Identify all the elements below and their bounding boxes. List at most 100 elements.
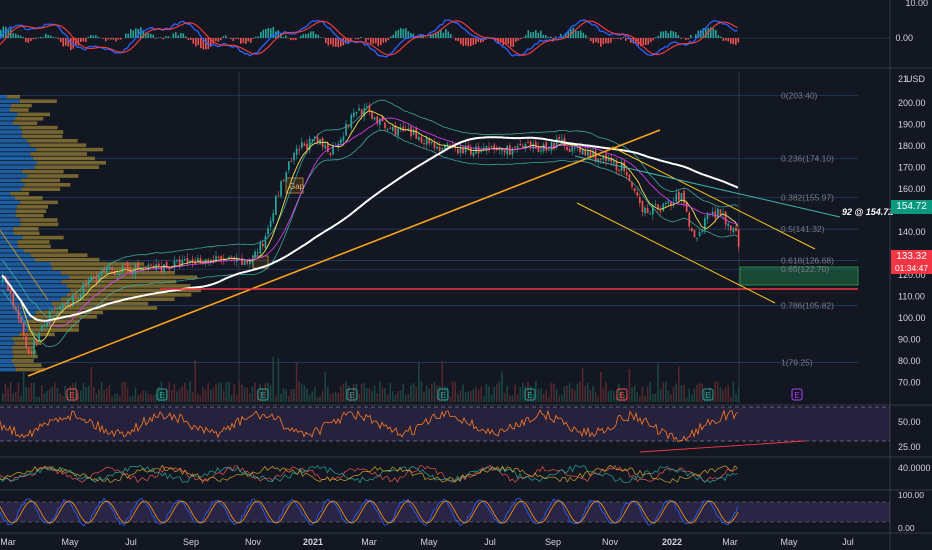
volume-profile-bar <box>0 169 23 174</box>
volume-bar <box>542 393 545 402</box>
candle-body <box>561 139 563 141</box>
macd-bar <box>382 38 385 43</box>
volume-bar <box>459 390 462 402</box>
candle-body <box>251 259 254 263</box>
macd-bar <box>92 35 95 38</box>
macd-bar <box>80 38 82 43</box>
candle-body <box>259 242 262 254</box>
macd-bar <box>685 38 687 40</box>
rsi-panel[interactable]: 50.00 25.00 <box>0 406 921 453</box>
volume-bar <box>537 389 540 402</box>
volume-profile-bar <box>10 108 29 112</box>
macd-bar <box>245 38 247 44</box>
candle-body <box>412 129 415 135</box>
volume-bar <box>124 381 126 402</box>
macd-bar <box>687 38 690 40</box>
macd-bar <box>677 35 680 38</box>
macd-bar <box>430 34 432 38</box>
volume-bar <box>350 394 352 402</box>
volume-bar <box>87 385 90 402</box>
macd-bar <box>260 32 262 38</box>
volume-profile-bar <box>22 130 64 134</box>
candle-body <box>217 256 220 258</box>
volume-profile-bar <box>34 165 99 169</box>
directional-panel[interactable]: 40.0000 <box>0 463 931 484</box>
volume-bar <box>308 395 311 402</box>
candle-body <box>74 296 77 299</box>
macd-bar <box>465 38 467 46</box>
macd-bar <box>372 38 375 44</box>
candle-body <box>59 306 61 310</box>
volume-profile-bar <box>0 227 14 231</box>
volume-bar <box>506 385 508 402</box>
candle-body <box>15 306 17 310</box>
fib-level-label: 0.5(141.32) <box>781 224 825 234</box>
volume-bar <box>691 394 693 402</box>
macd-bar <box>647 38 650 45</box>
candle-body <box>693 230 696 238</box>
candle-body <box>646 207 649 214</box>
macd-bar <box>155 38 157 39</box>
volume-bar <box>100 381 103 402</box>
time-axis[interactable]: Mar May Jul Sep Nov 2021 Mar May Jul Sep Nov 2022 Ma… <box>0 537 854 547</box>
volume-bar <box>373 385 376 402</box>
candle-body <box>290 161 293 163</box>
rsi-axis-label: 25.00 <box>898 442 921 452</box>
macd-bar <box>702 28 705 38</box>
candle-body <box>108 266 111 270</box>
volume-profile-bar <box>0 139 28 143</box>
volume-bar <box>48 389 51 402</box>
volume-profile-bar <box>0 253 31 257</box>
volume-bar <box>197 393 199 402</box>
volume-bar <box>56 387 59 402</box>
macd-bar <box>560 33 562 38</box>
volume-bar <box>649 381 651 402</box>
candle-body <box>659 210 662 212</box>
stochastic-panel[interactable]: 100.00 0.00 <box>0 490 924 533</box>
macd-bar <box>355 38 357 40</box>
candle-body <box>662 203 665 211</box>
macd-bar <box>315 34 317 38</box>
bollinger-lower <box>1 129 738 347</box>
support-zone-box <box>739 266 859 286</box>
volume-profile-bar <box>24 183 71 187</box>
candle-body <box>449 145 451 147</box>
volume-bar <box>405 395 407 402</box>
macd-bar <box>232 38 235 41</box>
macd-histogram <box>0 26 740 51</box>
earnings-marker <box>66 388 78 401</box>
volume-profile-bar <box>66 284 191 288</box>
candle-body <box>633 188 636 192</box>
macd-bar <box>630 38 632 43</box>
volume-bar <box>641 386 644 402</box>
macd-bar <box>52 37 55 38</box>
volume-bar <box>113 393 116 402</box>
volume-bar <box>696 384 698 402</box>
macd-bar <box>635 38 637 45</box>
volume-profile-bar <box>27 174 79 178</box>
volume-profile-bar <box>14 196 43 200</box>
macd-bar <box>392 34 395 38</box>
volume-bar <box>230 395 233 402</box>
main-panel[interactable]: 0(203.40) 0.236(174.10) 0.382(155.97) 0.5(1… <box>0 72 893 403</box>
macd-bar <box>147 32 150 38</box>
candle-body <box>402 126 405 132</box>
macd-bar <box>110 38 112 40</box>
macd-bar <box>107 38 110 40</box>
macd-bar <box>140 27 142 38</box>
candle-body <box>392 126 394 131</box>
volume-bar <box>620 389 623 402</box>
candle-body <box>626 171 628 176</box>
volume-bar <box>243 387 246 402</box>
candle-body <box>236 257 238 262</box>
volume-bar <box>540 388 542 402</box>
volume-bar <box>431 384 433 402</box>
macd-panel[interactable] <box>0 19 890 58</box>
candle-body <box>332 145 334 155</box>
candle-body <box>548 149 550 151</box>
macd-bar <box>365 38 367 42</box>
earnings-label: E <box>349 391 354 400</box>
volume-profile-bar <box>13 121 38 125</box>
macd-bar <box>22 36 25 38</box>
